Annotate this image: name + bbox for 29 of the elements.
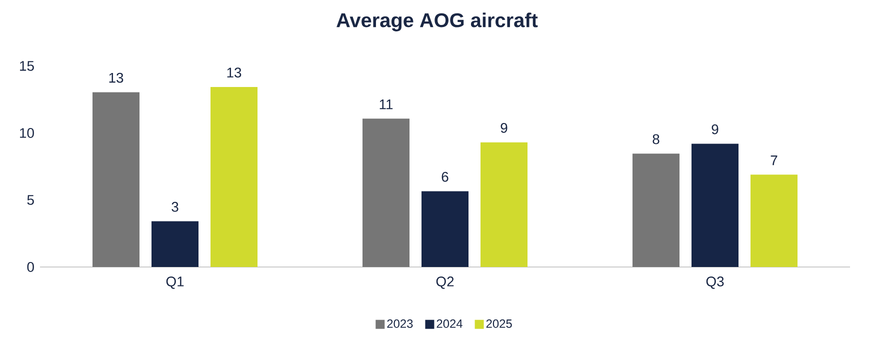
y-tick-label: 10 [20,128,34,138]
data-label: 13 [109,72,124,83]
bar [210,87,258,267]
data-label: 8 [652,134,660,144]
x-tick-label: Q2 [436,276,454,289]
bar [750,174,798,267]
bar [632,154,680,267]
data-label: 9 [712,124,718,134]
bar [362,118,410,267]
y-tick-label: 5 [27,195,34,205]
data-label: 13 [227,68,242,78]
legend-label: 2024 [436,319,462,328]
y-tick-label: 15 [20,61,34,71]
chart-title: Average AOG aircraft [336,12,538,32]
y-tick-label: 0 [27,262,34,272]
legend-label: 2025 [486,319,512,328]
bar [152,221,199,267]
data-label: 11 [380,100,393,110]
bar [92,92,140,267]
bar [692,144,739,267]
x-tick-label: Q3 [706,276,724,289]
data-label: 9 [500,122,508,133]
data-label: 3 [172,202,178,212]
bar [422,191,469,267]
data-label: 7 [770,156,778,166]
x-tick-label: Q1 [166,276,184,289]
legend-label: 2023 [387,319,413,328]
data-label: 6 [442,172,448,182]
bar [480,142,528,267]
